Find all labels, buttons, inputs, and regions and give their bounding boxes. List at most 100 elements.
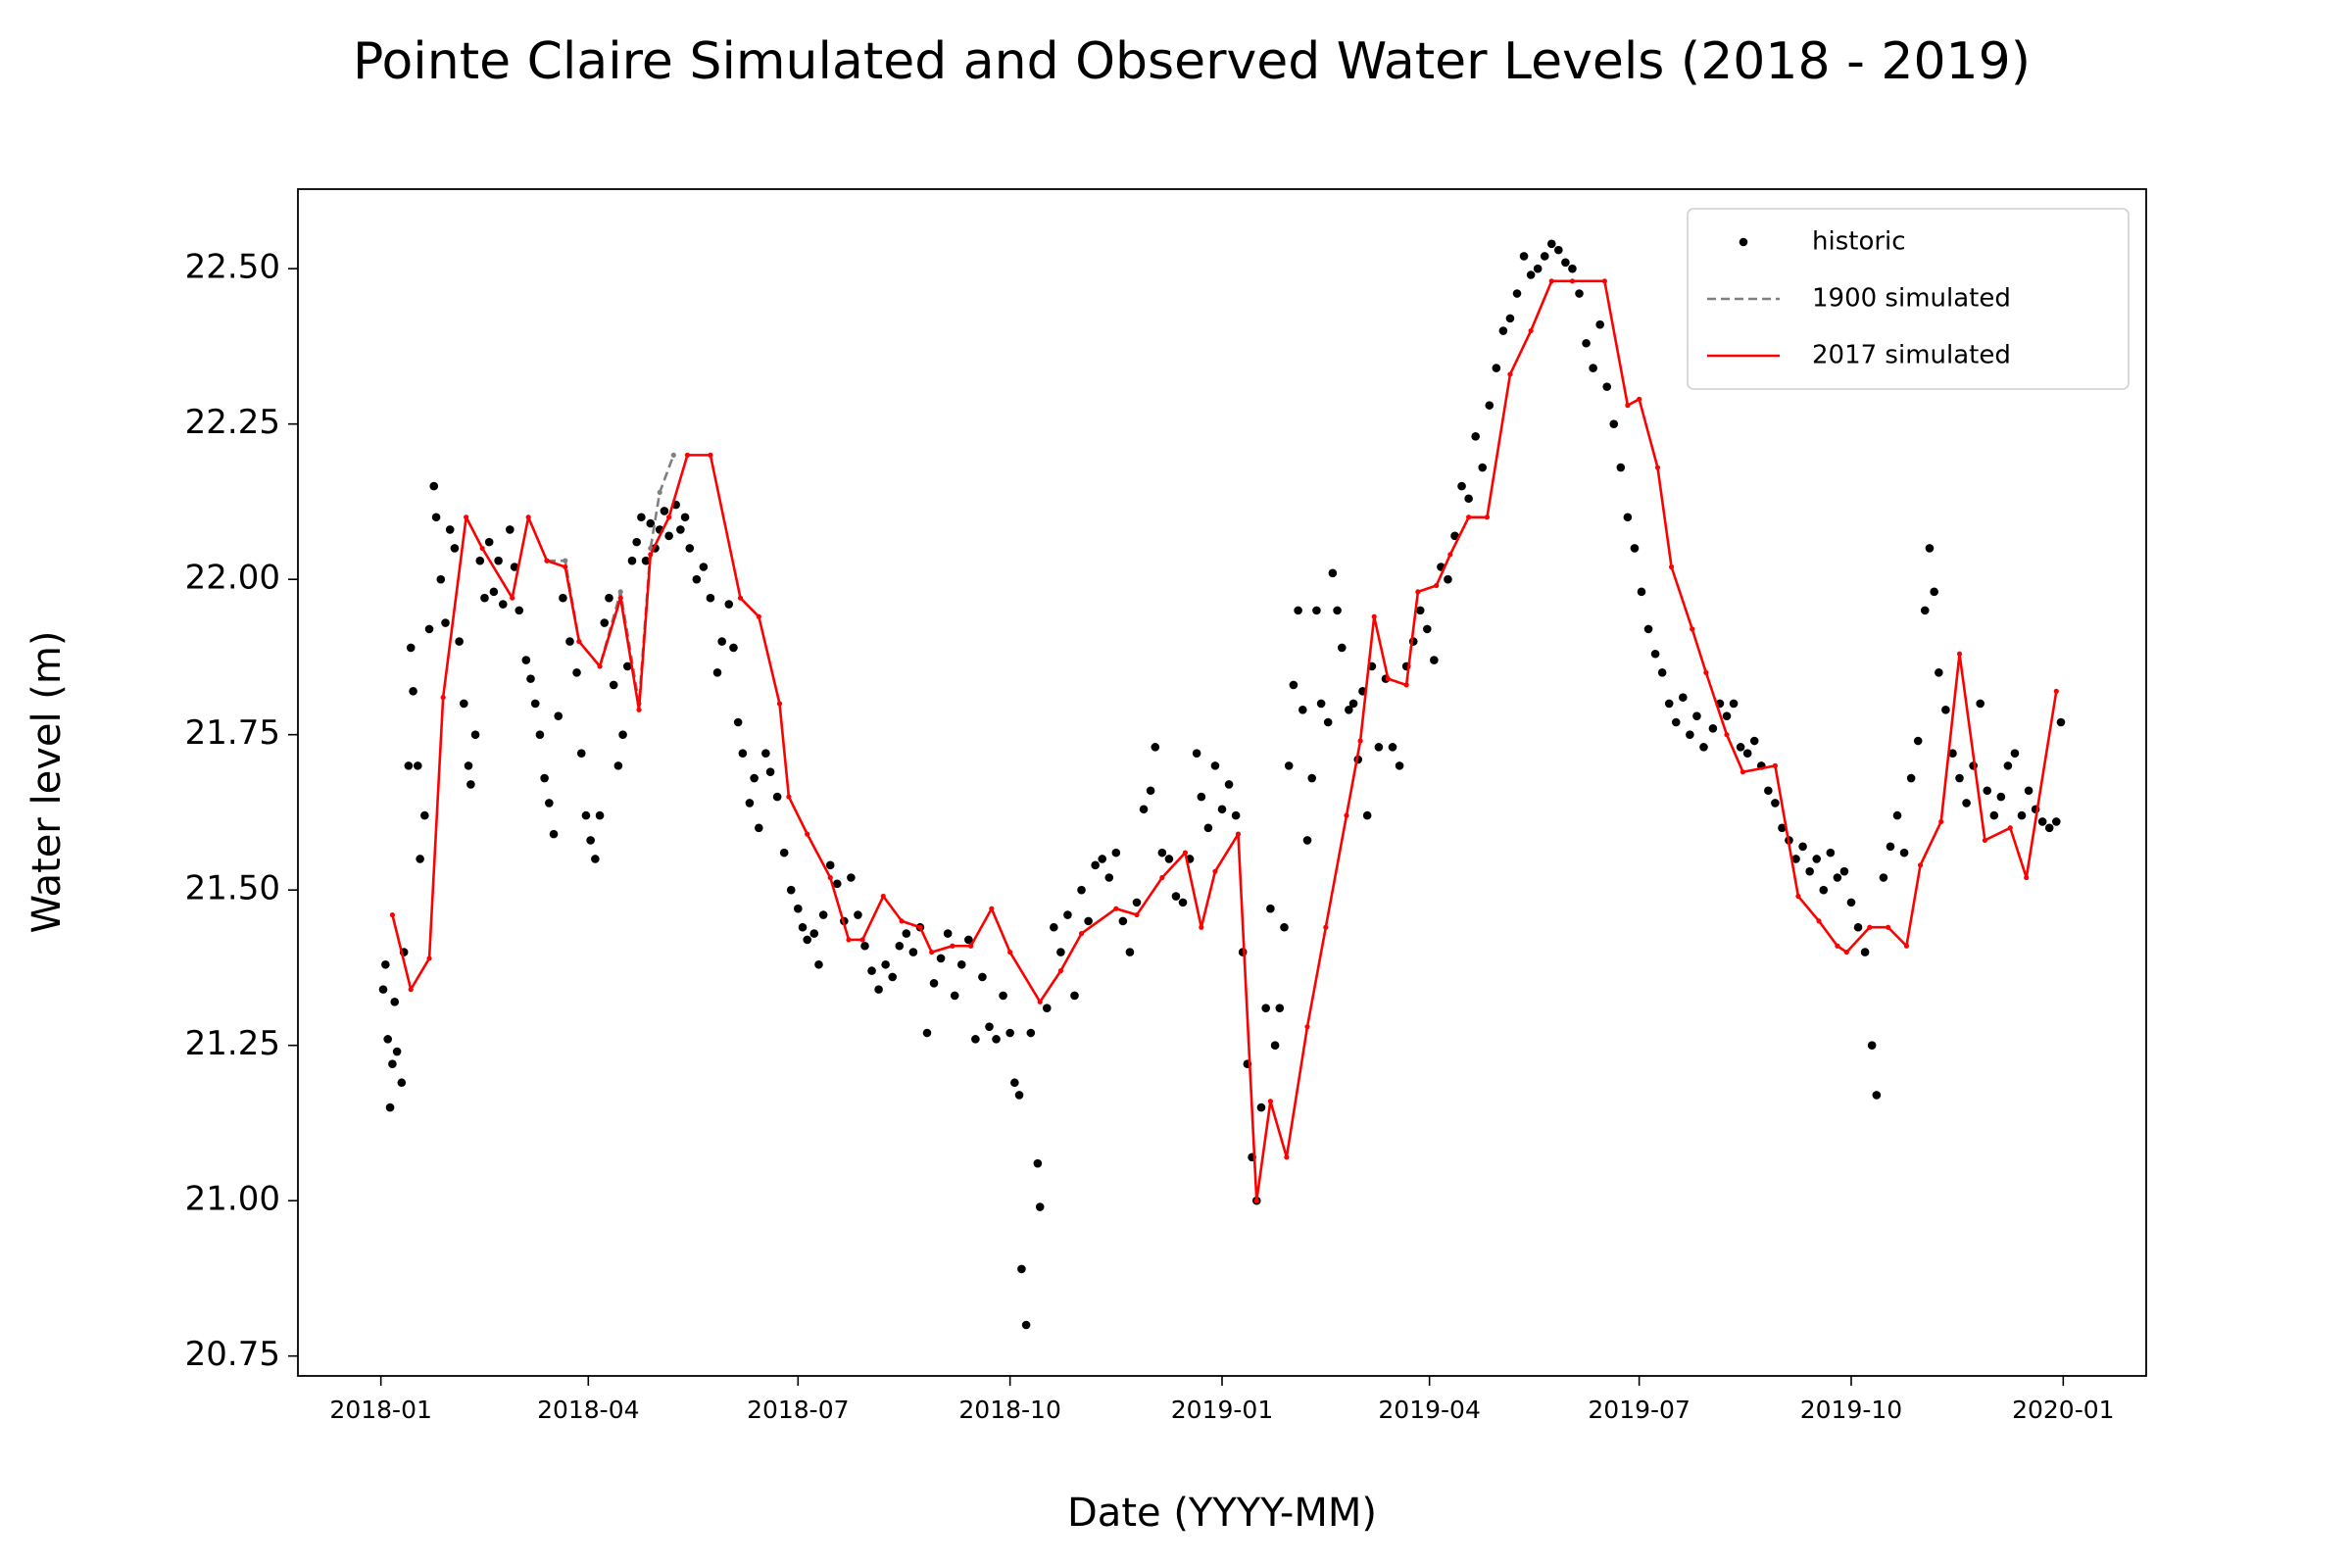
line-marker — [1903, 943, 1910, 949]
line-marker — [563, 564, 568, 570]
point — [475, 556, 485, 565]
x-tick-label: 2018-07 — [747, 1396, 849, 1424]
point — [1374, 743, 1384, 752]
point — [506, 525, 514, 534]
line-marker — [1057, 968, 1063, 974]
x-tick-label: 2019-07 — [1588, 1396, 1690, 1424]
point — [2051, 817, 2061, 826]
line-marker — [479, 545, 485, 552]
point — [1561, 258, 1570, 268]
line-marker — [563, 558, 568, 564]
point — [549, 829, 559, 839]
line-marker — [1625, 403, 1631, 409]
point — [1771, 799, 1780, 808]
line-marker — [1484, 514, 1491, 520]
point — [1010, 1078, 1019, 1088]
point — [712, 667, 722, 677]
point — [874, 985, 883, 994]
point — [559, 593, 567, 603]
line-marker — [1740, 769, 1746, 775]
point — [1111, 848, 1121, 858]
point — [1192, 749, 1201, 759]
point — [565, 637, 574, 646]
line-marker — [1703, 669, 1709, 675]
point — [854, 910, 862, 919]
line-marker — [1690, 626, 1695, 632]
point — [755, 823, 763, 833]
point — [729, 643, 738, 653]
x-tick-label: 2020-01 — [2012, 1396, 2114, 1424]
line-marker — [617, 595, 623, 601]
point — [794, 904, 803, 913]
x-tick-label: 2019-01 — [1171, 1396, 1273, 1424]
point — [378, 985, 388, 994]
point — [1084, 916, 1093, 926]
line-marker — [648, 552, 654, 558]
point — [591, 855, 600, 863]
line-marker — [917, 924, 923, 930]
point — [902, 929, 911, 938]
point — [1692, 711, 1701, 720]
point — [1035, 1202, 1045, 1211]
point — [818, 910, 828, 919]
point — [1879, 873, 1888, 882]
point — [929, 978, 939, 988]
point — [1323, 717, 1333, 727]
point — [1609, 419, 1619, 428]
point — [1736, 743, 1745, 752]
point — [1197, 792, 1206, 802]
point — [576, 749, 586, 759]
x-axis-label: Date (YYYY-MM) — [1067, 1491, 1377, 1536]
line-marker — [657, 489, 662, 496]
line-marker — [1323, 924, 1329, 930]
y-axis-label: Water level (m) — [24, 631, 70, 934]
point — [1312, 606, 1321, 615]
point — [535, 730, 545, 739]
point — [750, 773, 759, 783]
line-marker — [1253, 1198, 1259, 1203]
point — [480, 593, 489, 603]
line-marker — [827, 874, 833, 881]
point — [1512, 289, 1522, 298]
y-tick-label: 22.50 — [185, 248, 280, 287]
point — [1616, 463, 1626, 472]
point — [908, 948, 918, 956]
point — [392, 1047, 402, 1056]
point — [595, 810, 605, 820]
point — [971, 1035, 980, 1044]
point — [1930, 587, 1938, 597]
point — [1962, 799, 1971, 808]
point — [1657, 667, 1667, 677]
point — [922, 1028, 932, 1038]
point — [1104, 873, 1114, 882]
point — [779, 848, 789, 858]
point — [1595, 319, 1604, 329]
point — [1679, 693, 1688, 702]
line-marker — [1403, 682, 1409, 688]
point — [1289, 680, 1298, 690]
point — [498, 600, 508, 609]
point — [1742, 749, 1752, 759]
line-marker — [670, 452, 676, 458]
point — [964, 935, 973, 945]
point — [1256, 1102, 1266, 1112]
point — [1157, 848, 1167, 858]
line-marker — [1235, 831, 1242, 837]
line-marker — [1007, 949, 1013, 956]
x-tick-label: 2018-10 — [958, 1396, 1060, 1424]
point — [1602, 382, 1612, 391]
point — [637, 513, 646, 522]
point — [2037, 817, 2047, 826]
point — [1935, 667, 1943, 677]
line-marker — [1385, 676, 1391, 682]
point — [1275, 1004, 1285, 1012]
line-marker — [786, 794, 792, 800]
point — [1146, 786, 1155, 796]
point — [420, 810, 429, 820]
point — [431, 513, 441, 522]
point — [609, 680, 618, 690]
point — [600, 618, 610, 627]
point — [664, 531, 673, 541]
point — [627, 556, 637, 565]
